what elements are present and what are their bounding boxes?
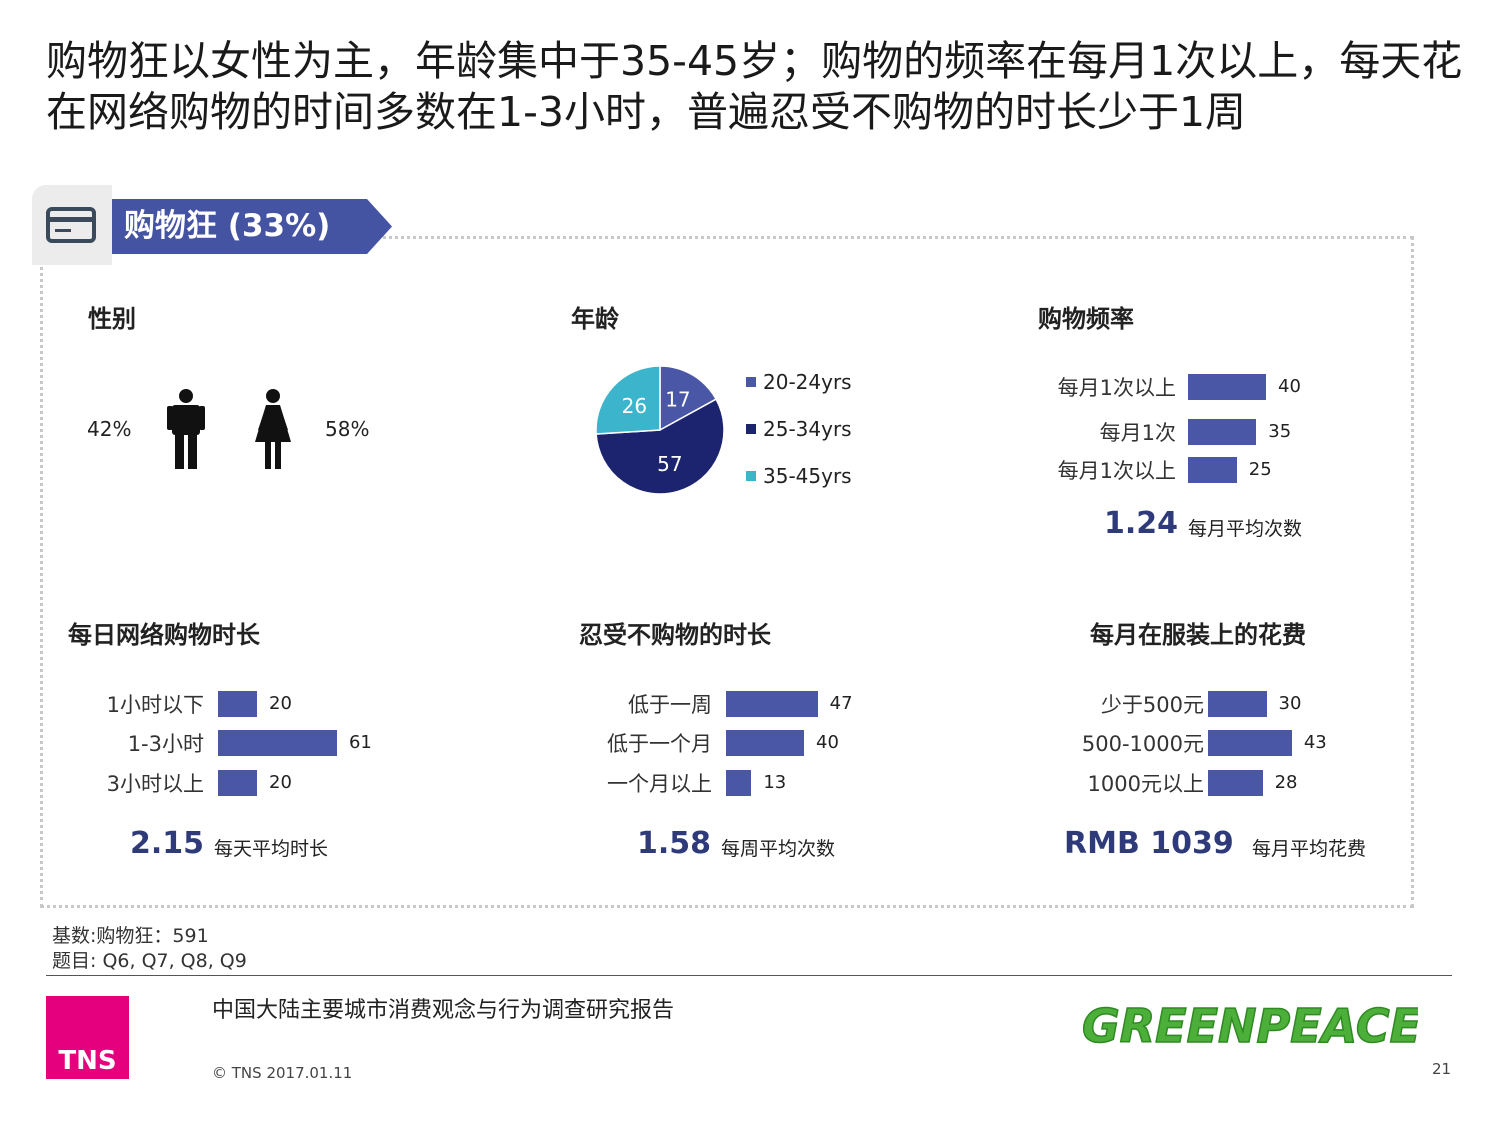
bar-value-label: 43: [1303, 732, 1327, 753]
bar: [218, 691, 257, 717]
bar-value-label: 40: [816, 732, 839, 753]
bar-value-label: 47: [829, 693, 853, 714]
segment-banner-label: 购物狂 (33%): [124, 208, 331, 244]
bar: [218, 730, 337, 756]
pie-slice-35-45yrs: [595, 365, 661, 435]
bar-category-label: 少于500元: [1100, 693, 1204, 717]
tns-logo-text: TNS: [58, 1046, 117, 1076]
legend-item-35-45: 35-45yrs: [746, 464, 852, 488]
base-note: 基数:购物狂：591 题目: Q6, Q7, Q8, Q9: [52, 924, 247, 974]
bar: [1188, 419, 1257, 445]
bar-category-label: 每月1次以上: [1057, 459, 1176, 483]
pie-value-label: 26: [622, 394, 647, 418]
bar-category-label: 一个月以上: [607, 772, 712, 796]
female-percentage: 58%: [325, 417, 370, 441]
bar-value-label: 20: [269, 693, 292, 714]
legend-label: 20-24yrs: [763, 370, 852, 394]
bar: [1208, 730, 1292, 756]
bar-category-label: 3小时以上: [106, 772, 204, 796]
bar: [218, 770, 257, 796]
section-title: 购物频率: [1038, 305, 1134, 333]
age-pie-chart: 17 57 26: [595, 365, 725, 495]
bar: [1188, 374, 1266, 400]
report-title: 中国大陆主要城市消费观念与行为调查研究报告: [212, 998, 675, 1023]
age-title: 年龄: [571, 305, 619, 333]
bar: [1188, 457, 1237, 483]
pie-value-label: 17: [665, 388, 690, 412]
bar-category-label: 每月1次以上: [1057, 376, 1176, 400]
legend-swatch: [746, 377, 756, 387]
legend-swatch: [746, 471, 756, 481]
bar-category-label: 低于一个月: [607, 732, 712, 756]
average-stat-value: 2.15: [130, 826, 205, 861]
page-title: 购物狂以女性为主，年龄集中于35-45岁；购物的频率在每月1次以上，每天花在网络…: [46, 37, 1463, 136]
pie-slice-25-34yrs: [595, 398, 725, 495]
footer-divider: [46, 975, 1452, 976]
bar-value-label: 20: [269, 772, 292, 793]
average-stat-label: 每月平均次数: [1188, 518, 1303, 540]
average-stat-value: 1.58: [637, 826, 712, 861]
gender-title: 性别: [88, 305, 136, 333]
legend-item-20-24: 20-24yrs: [746, 370, 852, 394]
male-percentage: 42%: [87, 417, 132, 441]
base-sample: 基数:购物狂：591: [52, 925, 209, 947]
credit-card-icon: [46, 207, 96, 243]
bar: [726, 691, 818, 717]
average-stat-value: RMB 1039: [1064, 826, 1234, 861]
bar: [1208, 770, 1263, 796]
bar-category-label: 每月1次: [1099, 421, 1176, 445]
tns-logo: [46, 996, 129, 1079]
bar-category-label: 1-3小时: [127, 732, 204, 756]
segment-banner: [112, 199, 392, 254]
bar: [726, 730, 804, 756]
average-stat-label: 每月平均花费: [1252, 838, 1367, 860]
bar-category-label: 低于一周: [628, 693, 712, 717]
female-person-icon: [255, 389, 291, 469]
legend-label: 25-34yrs: [763, 417, 852, 441]
pie-value-label: 57: [657, 452, 682, 476]
average-stat-label: 每周平均次数: [721, 838, 836, 860]
section-title: 每月在服装上的花费: [1090, 621, 1306, 649]
base-questions: 题目: Q6, Q7, Q8, Q9: [52, 950, 247, 972]
bar-value-label: 40: [1278, 376, 1301, 397]
bar-category-label: 1000元以上: [1087, 772, 1204, 796]
bar-value-label: 35: [1268, 421, 1292, 442]
bar: [726, 770, 752, 796]
greenpeace-logo: GREENPEACE: [1081, 998, 1418, 1054]
page-number: 21: [1432, 1060, 1452, 1078]
bar-value-label: 61: [348, 732, 372, 753]
pie-slice-20-24yrs: [659, 365, 718, 432]
average-stat-value: 1.24: [1104, 506, 1179, 541]
bar-category-label: 1小时以下: [106, 693, 204, 717]
greenpeace-logo-wordmark: GREENPEACE: [1082, 999, 1418, 1053]
bar-value-label: 30: [1278, 693, 1302, 714]
copyright: © TNS 2017.01.11: [212, 1064, 353, 1082]
legend-label: 35-45yrs: [763, 464, 852, 488]
section-title: 忍受不购物的时长: [579, 621, 771, 649]
bar: [1208, 691, 1267, 717]
legend-swatch: [746, 424, 756, 434]
male-person-icon: [167, 389, 205, 469]
average-stat-label: 每天平均时长: [214, 838, 329, 860]
bar-value-label: 13: [763, 772, 787, 793]
legend-item-25-34: 25-34yrs: [746, 417, 852, 441]
section-title: 每日网络购物时长: [68, 621, 260, 649]
bar-value-label: 28: [1274, 772, 1298, 793]
bar-value-label: 25: [1248, 459, 1272, 480]
banner-icon-tab: [32, 185, 112, 265]
summary-panel: [40, 236, 1414, 908]
bar-category-label: 500-1000元: [1081, 732, 1204, 756]
